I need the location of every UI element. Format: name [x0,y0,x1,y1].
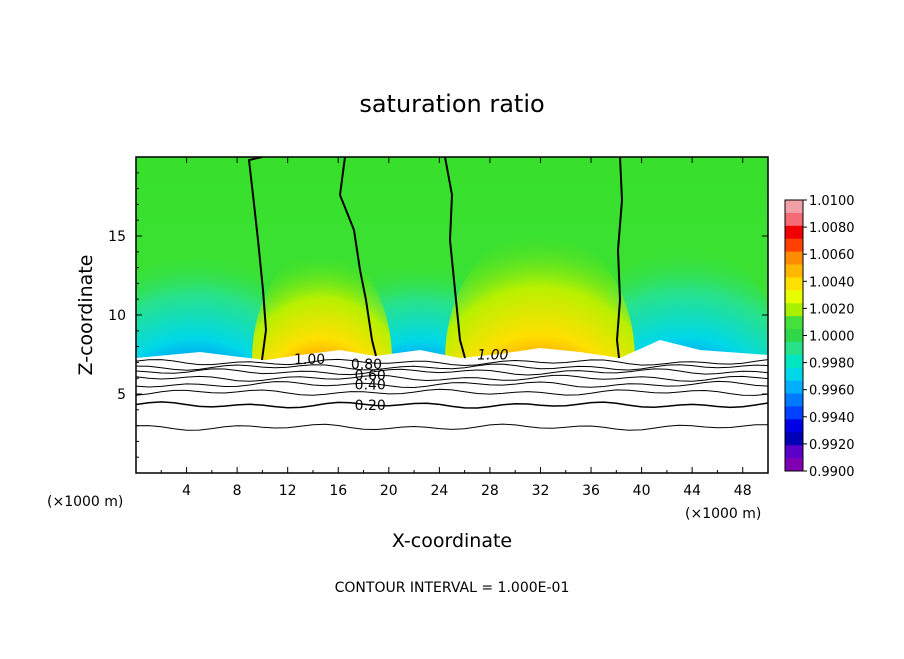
contour-label: 1.00 [294,352,325,368]
y-tick-label: 5 [117,387,126,403]
boundary-line-2 [338,157,377,357]
colorbar-swatch [785,341,803,356]
x-tick-label: 4 [182,483,191,499]
x-axis-label: X-coordinate [392,530,512,552]
colorbar-swatch [785,445,803,459]
contour-line [136,358,768,367]
colorbar-swatch [785,380,803,395]
colorbar-swatch [785,316,803,330]
colorbar-label: 1.0020 [809,302,855,317]
contour-line [136,388,768,396]
x-tick-label: 40 [633,483,651,499]
contour-line [136,423,768,431]
colorbar-label: 1.0080 [809,221,855,236]
boundary-line-4 [615,157,624,359]
contour-label: 0.80 [351,357,382,373]
colorbar: 1.0100 1.0080 1.0060 1.0040 1.0020 1.0000 0.99… [784,194,855,480]
colorbar-swatch [785,432,803,446]
colorbar-label: 0.9980 [809,357,855,372]
colorbar-label: 0.9920 [809,438,855,453]
colorbar-label: 0.9900 [809,465,855,480]
x-tick-label: 28 [481,483,499,499]
colorbar-label: 1.0040 [809,275,855,290]
colorbar-label: 1.0100 [809,194,855,209]
x-unit-left: (×1000 m) [47,494,123,510]
colorbar-swatch [785,251,803,266]
contour-line [136,363,768,371]
colorbar-swatch [785,419,803,433]
colorbar-label: 0.9940 [809,411,855,426]
x-tick-label: 44 [683,483,701,499]
colorbar-swatch [785,277,803,291]
contour-labels: 1.00 1.00 0.800.600.40 0.20 [294,348,509,415]
contour-interval-note: CONTOUR INTERVAL = 1.000E-01 [335,580,570,596]
colorbar-swatch [785,406,803,420]
x-tick-label: 8 [233,483,242,499]
colorbar-swatch [785,393,803,407]
x-tick-label: 20 [380,483,398,499]
x-tick-label: 48 [734,483,752,499]
colorbar-swatch [785,329,803,343]
plot-area [136,157,768,473]
colorbar-swatch [785,225,803,240]
x-axis: 4 8 12 16 20 24 28 32 36 40 44 48 [160,157,752,499]
contour-line [136,380,768,389]
colorbar-swatch [785,354,803,369]
contour-lines [136,358,768,431]
y-tick-label: 15 [108,229,126,245]
boundary-line-3 [444,157,466,359]
x-tick-label: 24 [430,483,448,499]
colorbar-label: 1.0000 [809,330,855,345]
contour-line [136,374,768,382]
x-tick-label: 36 [582,483,600,499]
x-unit-right: (×1000 m) [685,506,761,522]
contour-label: 0.60 [355,368,386,384]
contour-line [136,401,768,409]
x-tick-label: 32 [532,483,550,499]
colorbar-swatch [785,290,803,304]
colorbar-label: 0.9960 [809,384,855,399]
colorbar-swatch [785,367,803,382]
x-tick-label: 12 [279,483,297,499]
colorbar-swatch [785,212,803,227]
contour-label: 1.00 [477,348,508,364]
colorbar-label: 1.0060 [809,248,855,263]
colorbar-swatch [785,303,803,317]
contour-line [136,368,768,376]
colorbar-swatch [785,238,803,253]
x-tick-label: 16 [329,483,347,499]
contour-label: 0.20 [355,398,386,414]
colorbar-swatch [785,200,803,214]
contour-label: 0.40 [355,378,386,394]
chart-title: saturation ratio [359,90,544,118]
y-tick-label: 10 [108,308,126,324]
colorbar-swatch [785,458,803,472]
saturation-boundaries [247,157,624,361]
y-axis: 5 10 15 [108,172,768,458]
boundary-line-1 [247,157,268,361]
colorbar-swatch [785,264,803,278]
y-axis-label: Z-coordinate [75,255,97,376]
